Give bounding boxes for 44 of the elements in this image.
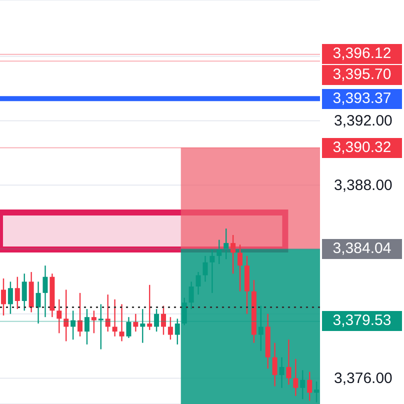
- candlestick: [202, 255, 208, 282]
- ref-line-label: 3,379.53: [322, 311, 402, 332]
- y-tick-label: 3,376.00: [334, 370, 392, 388]
- candlestick: [238, 244, 243, 292]
- candlestick: [286, 339, 292, 386]
- candlestick: [105, 294, 110, 332]
- y-tick-label: 3,388.00: [334, 177, 392, 194]
- candlestick: [133, 313, 138, 332]
- candlestick: [56, 298, 62, 334]
- candlestick: [8, 281, 13, 314]
- candlestick: [140, 308, 146, 344]
- candlestick: [307, 371, 312, 402]
- candlestick: [112, 298, 118, 337]
- candlestick: [98, 304, 104, 350]
- candlestick: [14, 276, 20, 310]
- candlestick: [78, 292, 83, 337]
- candlestick: [84, 308, 90, 346]
- candlestick: [258, 305, 264, 352]
- candlestick: [300, 370, 306, 400]
- candlestick: [161, 305, 166, 336]
- ref-line-label: 3,390.32: [322, 138, 402, 158]
- candlestick: [168, 316, 173, 340]
- candlestick: [126, 316, 132, 339]
- ref-line-label: 3,384.04: [322, 238, 402, 259]
- ref-line-label: 3,393.37: [322, 88, 402, 109]
- candlestick: [70, 310, 76, 340]
- candlestick: [36, 281, 41, 324]
- ref-line-label: 3,395.70: [322, 65, 402, 86]
- candlestick: [64, 289, 69, 342]
- candlestick: [119, 304, 124, 342]
- candlestick: [91, 310, 96, 334]
- candlestick: [22, 273, 27, 312]
- candlestick: [154, 308, 160, 332]
- candlestick: [272, 342, 278, 387]
- candlestick: [42, 264, 48, 318]
- candlestick: [230, 234, 236, 274]
- candlestick: [279, 356, 284, 389]
- candlestick: [147, 284, 152, 331]
- candlestick: [1, 278, 6, 316]
- y-tick-label: 3,392.00: [334, 112, 392, 130]
- candlestick: [293, 358, 298, 397]
- candlestick: [188, 281, 194, 310]
- ref-line-label: 3,396.12: [322, 44, 402, 64]
- candlestick: [196, 271, 201, 296]
